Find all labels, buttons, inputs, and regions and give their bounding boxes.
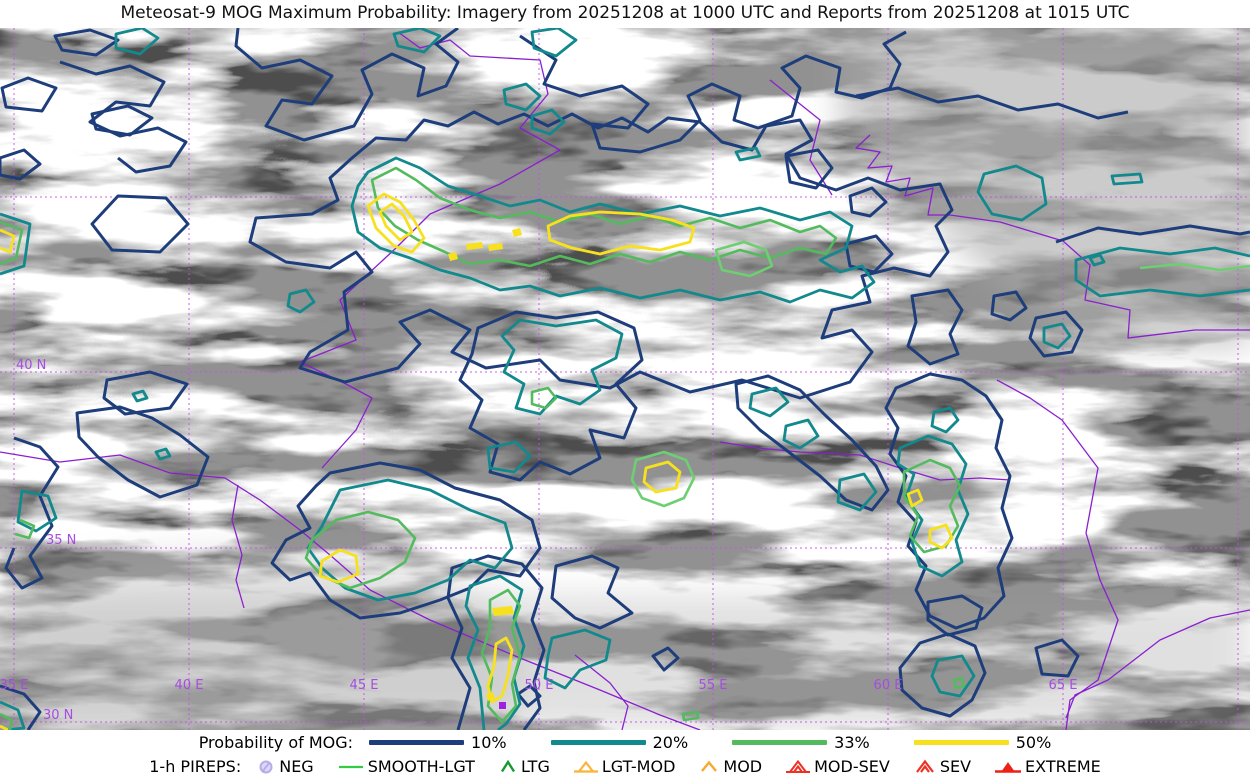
contour-50pct (0, 192, 954, 732)
contour-swatch-33pct (732, 740, 828, 745)
contour-10pct (0, 26, 1250, 731)
legend-item-lgt-mod: LGT-MOD (573, 757, 676, 776)
neg-null-circle-icon (259, 760, 273, 773)
lat-label: 35 N (46, 533, 76, 548)
sev-nested-caret-icon (915, 759, 934, 773)
lat-label: 30 N (43, 708, 73, 723)
legend-item-20pct: 20% (550, 733, 689, 752)
page-title: Meteosat-9 MOG Maximum Probability: Imag… (120, 3, 1130, 23)
legend-item-label: SEV (939, 757, 972, 776)
legend-item-10pct: 10% (369, 733, 507, 752)
lon-label: 40 E (175, 678, 204, 693)
legend-item-ltg: LTG (499, 757, 550, 776)
legend-item-33pct: 33% (732, 733, 870, 752)
mod-caret-icon (701, 760, 718, 772)
satellite-map: 35 E 40 E 45 E 50 E 55 E 60 E 65 E 40 N … (0, 26, 1250, 782)
lat-label: 40 N (16, 358, 46, 373)
contour-33pct (0, 166, 1250, 731)
legend-item-neg: NEG (257, 757, 314, 776)
lon-label: 60 E (874, 678, 903, 693)
smooth-lgt-line-icon (338, 765, 363, 768)
country-borders (0, 31, 1250, 731)
graticule (0, 28, 1250, 730)
lon-label: 50 E (525, 678, 554, 693)
contour-swatch-10pct (369, 740, 465, 745)
legend-item-label: 20% (652, 733, 689, 752)
legend-item-label: SMOOTH-LGT (367, 757, 475, 776)
legend-item-label: 10% (471, 733, 507, 752)
legend-item-label: LGT-MOD (601, 757, 676, 776)
legend-item-label: 50% (1015, 733, 1052, 752)
contour-swatch-20pct (550, 740, 646, 745)
legend-item-label: MOD-SEV (814, 757, 890, 776)
lon-label: 35 E (0, 678, 28, 693)
contour-swatch-50pct (913, 740, 1009, 745)
probability-legend-title: Probability of MOG: (198, 733, 354, 752)
report-marker (499, 702, 506, 709)
legend-item-50pct: 50% (913, 733, 1052, 752)
ltg-caret-icon (500, 759, 515, 772)
extreme-filled-triangle-icon (995, 761, 1022, 773)
contour-20pct (0, 26, 1250, 732)
legend-item-sev: SEV (914, 757, 971, 776)
legend-item-label: LTG (520, 757, 550, 776)
lon-label: 65 E (1049, 678, 1078, 693)
pirep-legend: 1-h PIREPS: NEG SMOOTH-LGT LTG (0, 757, 1250, 776)
legend-item-label: MOD (723, 757, 763, 776)
legend-item-label: EXTREME (1025, 757, 1101, 776)
legend-item-mod-sev: MOD-SEV (786, 757, 890, 776)
legend-item-label: NEG (279, 757, 314, 776)
probability-legend: Probability of MOG: 10% 20% 33% 50% (0, 733, 1250, 752)
mod-sev-nested-caret-base-icon (786, 759, 811, 773)
lgt-mod-caret-base-icon (573, 760, 598, 773)
graticule-labels: 35 E 40 E 45 E 50 E 55 E 60 E 65 E 40 N … (0, 358, 1077, 723)
lon-label: 55 E (699, 678, 728, 693)
pirep-legend-title: 1-h PIREPS: (149, 757, 242, 776)
lon-label: 45 E (350, 678, 379, 693)
map-canvas: 35 E 40 E 45 E 50 E 55 E 60 E 65 E 40 N … (0, 26, 1250, 782)
legend-item-label: 33% (834, 733, 870, 752)
legend-item-smooth-lgt: SMOOTH-LGT (338, 757, 475, 776)
legend-item-extreme: EXTREME (995, 757, 1101, 776)
legend-item-mod: MOD (699, 757, 762, 776)
